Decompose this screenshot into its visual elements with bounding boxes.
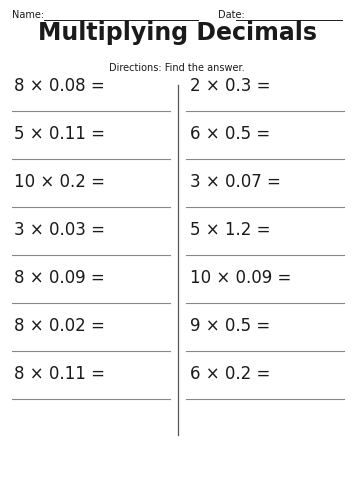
Text: 9 × 0.5 =: 9 × 0.5 = bbox=[190, 317, 270, 335]
Text: 8 × 0.11 =: 8 × 0.11 = bbox=[14, 365, 105, 383]
Text: 10 × 0.2 =: 10 × 0.2 = bbox=[14, 173, 105, 191]
Text: Directions: Find the answer.: Directions: Find the answer. bbox=[109, 63, 245, 73]
Text: 6 × 0.2 =: 6 × 0.2 = bbox=[190, 365, 270, 383]
Text: Name:: Name: bbox=[12, 10, 44, 20]
Text: 8 × 0.08 =: 8 × 0.08 = bbox=[14, 77, 105, 95]
Text: 10 × 0.09 =: 10 × 0.09 = bbox=[190, 269, 291, 287]
Text: 2 × 0.3 =: 2 × 0.3 = bbox=[190, 77, 270, 95]
Text: 8 × 0.02 =: 8 × 0.02 = bbox=[14, 317, 105, 335]
Text: 3 × 0.03 =: 3 × 0.03 = bbox=[14, 221, 105, 239]
Text: 5 × 1.2 =: 5 × 1.2 = bbox=[190, 221, 270, 239]
Text: Multiplying Decimals: Multiplying Decimals bbox=[38, 21, 316, 45]
Text: 3 × 0.07 =: 3 × 0.07 = bbox=[190, 173, 281, 191]
Text: Date:: Date: bbox=[218, 10, 245, 20]
Text: 8 × 0.09 =: 8 × 0.09 = bbox=[14, 269, 105, 287]
Text: 6 × 0.5 =: 6 × 0.5 = bbox=[190, 125, 270, 143]
Text: 5 × 0.11 =: 5 × 0.11 = bbox=[14, 125, 105, 143]
